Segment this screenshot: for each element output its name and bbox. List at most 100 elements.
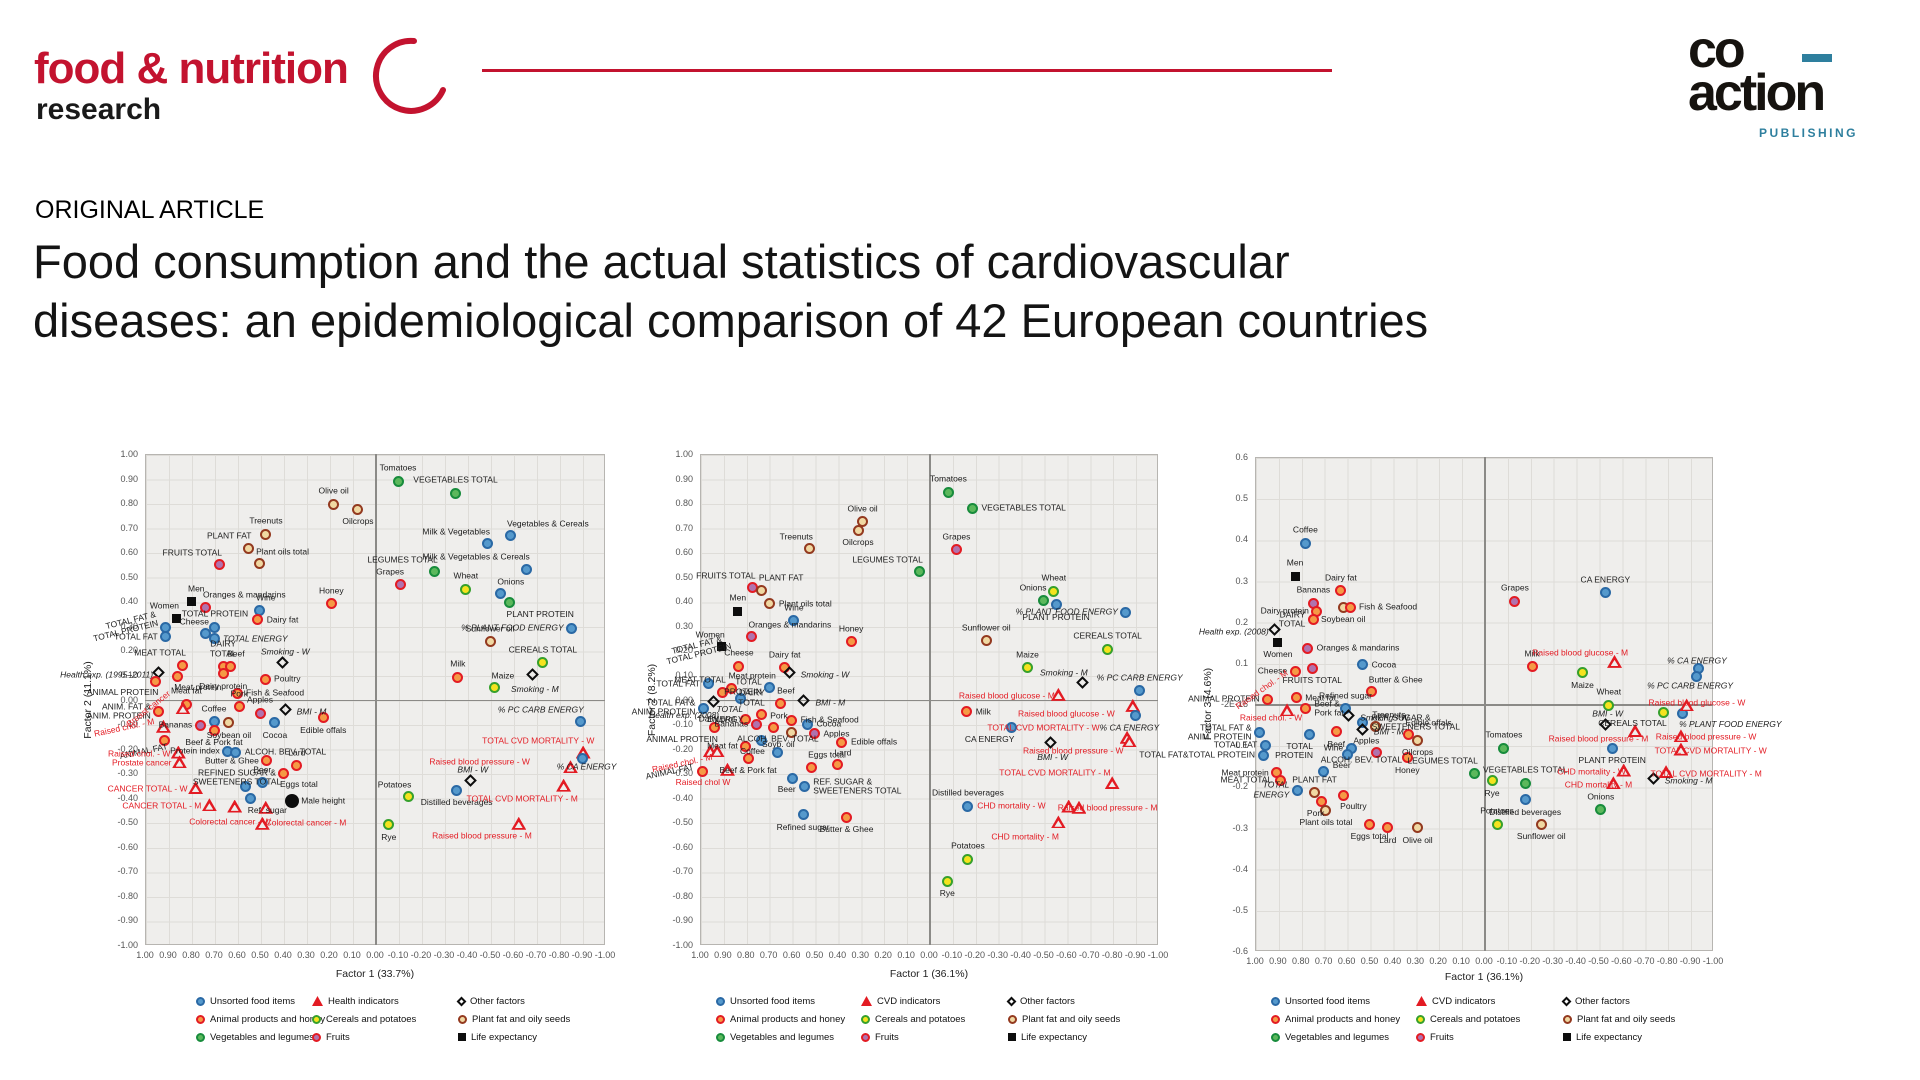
data-point-marker bbox=[521, 563, 533, 575]
point-label: Olive oil bbox=[847, 503, 878, 514]
data-point-marker bbox=[1402, 729, 1414, 741]
point-label: Fish & Seafood bbox=[800, 714, 859, 725]
y-axis-tick-label: -0.6 bbox=[1232, 946, 1248, 956]
point-label: TOTAL FAT bbox=[114, 631, 158, 642]
x-axis-tick-label: 0.80 bbox=[1292, 956, 1310, 966]
data-point-marker bbox=[1038, 594, 1049, 606]
x-axis-tick-label: 0.30 bbox=[851, 950, 870, 960]
legend-label: Life expectancy bbox=[471, 1031, 538, 1043]
y-axis-tick-label: 0.4 bbox=[1235, 534, 1248, 545]
data-point-marker bbox=[746, 631, 758, 643]
data-point-marker bbox=[1318, 766, 1330, 778]
y-axis-tick-label: -0.90 bbox=[117, 915, 138, 926]
data-point-marker bbox=[402, 791, 414, 803]
y-axis-tick-label: -0.10 bbox=[117, 719, 138, 730]
legend-circle-icon bbox=[861, 1014, 870, 1024]
data-point-marker bbox=[209, 621, 221, 633]
data-point-marker bbox=[942, 486, 954, 498]
data-point-marker bbox=[1050, 599, 1062, 611]
x-axis-tick-label: 0.20 bbox=[320, 950, 338, 960]
data-point-marker bbox=[1509, 595, 1521, 607]
legend-circle-icon bbox=[312, 1032, 321, 1042]
data-point-marker bbox=[1603, 699, 1615, 711]
y-axis-tick-label: -0.50 bbox=[117, 817, 138, 828]
legend-item: Fruits bbox=[312, 1028, 350, 1046]
point-label: CA ENERGY bbox=[964, 733, 1015, 744]
y-axis-tick-label: 1.00 bbox=[675, 449, 693, 459]
legend-label: Other factors bbox=[470, 995, 525, 1007]
point-label: Raised blood glucose - M bbox=[958, 690, 1055, 701]
point-label: Milk & Vegetables bbox=[422, 526, 490, 537]
legend-label: Fruits bbox=[326, 1031, 350, 1043]
legend-label: Animal products and honey bbox=[210, 1013, 326, 1025]
legend-item: Life expectancy bbox=[1008, 1028, 1087, 1046]
point-label: Wheat bbox=[1041, 573, 1067, 584]
data-point-marker bbox=[452, 671, 464, 683]
x-axis-tick-label: 0.50 bbox=[251, 950, 269, 960]
data-point-marker bbox=[291, 760, 303, 772]
point-label: Raised blood pressure - W bbox=[1022, 745, 1124, 756]
x-axis-tick-label: -0.80 bbox=[548, 950, 570, 960]
point-label: Women bbox=[149, 601, 180, 612]
point-label: Pork bbox=[1306, 807, 1325, 818]
x-axis-tick-label: 0.30 bbox=[297, 950, 315, 960]
data-point-marker bbox=[537, 657, 549, 669]
legend-label: Plant fat and oily seeds bbox=[1022, 1013, 1121, 1025]
point-label: Coffee bbox=[201, 703, 227, 714]
legend-item: Vegetables and legumes bbox=[196, 1028, 314, 1046]
point-label: Grapes bbox=[1500, 582, 1529, 593]
data-point-marker bbox=[1519, 777, 1531, 789]
point-label: Edible offals bbox=[300, 724, 347, 735]
y-axis-tick-label: -0.50 bbox=[672, 817, 693, 828]
legend-label: Other factors bbox=[1575, 995, 1630, 1007]
point-label: TOTAL CVD MORTALITY - W bbox=[1654, 745, 1767, 756]
x-axis-tick-label: -0.70 bbox=[1634, 956, 1655, 966]
data-point-marker bbox=[245, 793, 257, 805]
point-label: Health exp. (2008) bbox=[1198, 626, 1269, 637]
point-label: Wine bbox=[256, 593, 276, 604]
point-label: MEAT TOTAL bbox=[674, 674, 726, 685]
data-point-marker bbox=[223, 717, 235, 729]
data-point-marker bbox=[734, 692, 746, 704]
point-label: LEGUMES TOTAL bbox=[852, 554, 923, 565]
point-label: TOTAL PROTEIN bbox=[181, 608, 249, 619]
point-label: Prostate cancer bbox=[111, 757, 172, 768]
point-label: Oilcrops bbox=[842, 537, 874, 548]
point-label: Wine bbox=[784, 602, 804, 613]
data-point-marker bbox=[1691, 670, 1703, 682]
x-axis-tick-label: 1.00 bbox=[1246, 956, 1264, 966]
point-label: Health exp. (1995–2011) bbox=[60, 669, 154, 680]
data-point-marker bbox=[159, 734, 171, 746]
data-point-marker bbox=[494, 588, 506, 600]
point-label: Eggs total bbox=[280, 779, 318, 790]
point-label: TOTAL FAT & ANIM. PROTEIN bbox=[1187, 722, 1252, 742]
point-label: Smoking - M bbox=[510, 684, 559, 695]
logo-arc-icon bbox=[352, 36, 447, 119]
legend-circle-icon bbox=[458, 1014, 467, 1024]
point-label: Olive oil bbox=[318, 485, 349, 496]
legend-circle-icon bbox=[196, 996, 205, 1006]
point-label: LEGUMES TOTAL bbox=[367, 554, 438, 565]
y-axis-tick-label: -0.70 bbox=[672, 866, 693, 877]
point-label: Dairy fat bbox=[768, 649, 801, 660]
legend-item: Vegetables and legumes bbox=[716, 1028, 834, 1046]
data-point-marker bbox=[1658, 706, 1670, 718]
legend-label: Plant fat and oily seeds bbox=[472, 1013, 571, 1025]
point-label: VEGETABLES TOTAL bbox=[1483, 764, 1568, 775]
point-label: Smoking - M bbox=[1040, 667, 1088, 678]
point-label: Dairy fat bbox=[266, 614, 299, 625]
publisher-logo-line2: action bbox=[1688, 63, 1826, 122]
publisher-logo: co action PUBLISHING bbox=[1688, 24, 1858, 140]
legend-label: Fruits bbox=[1430, 1031, 1454, 1043]
legend-item: CVD indicators bbox=[861, 992, 940, 1010]
y-axis-tick-label: 0.20 bbox=[675, 645, 693, 656]
y-axis-tick-label: 0.30 bbox=[675, 620, 693, 631]
point-label: Beef bbox=[227, 649, 245, 659]
data-point-marker bbox=[764, 598, 776, 610]
data-point-marker bbox=[742, 752, 754, 764]
data-point-marker bbox=[1291, 784, 1303, 796]
article-type-label: ORIGINAL ARTICLE bbox=[35, 196, 265, 224]
point-label: Milk bbox=[450, 659, 466, 670]
point-label: BMI - M bbox=[296, 706, 327, 717]
